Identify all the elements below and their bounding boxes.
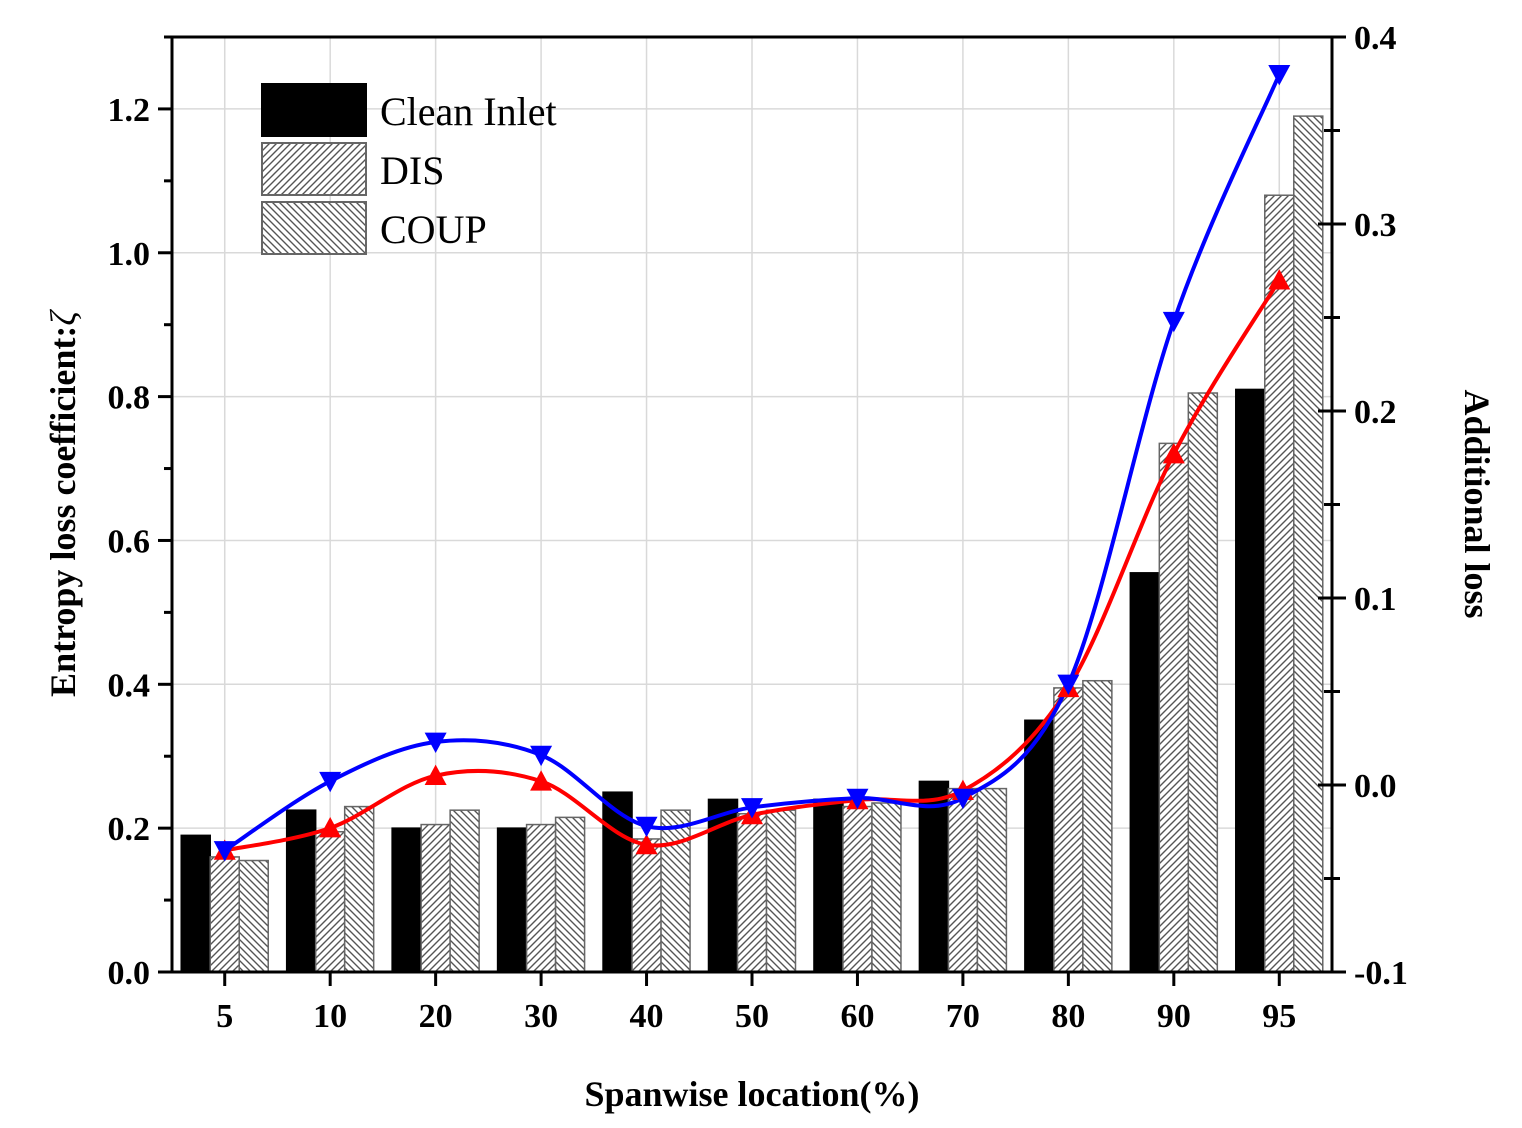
bar-clean-inlet-20 (391, 827, 422, 973)
legend-swatch-coup (261, 201, 367, 255)
marker-coup-additional-loss-50 (741, 798, 763, 819)
y-tick-label-left: 1.0 (108, 236, 151, 273)
bar-dis-90 (1158, 442, 1190, 973)
bar-coup-40 (660, 809, 691, 973)
bar-coup-5 (238, 859, 269, 973)
legend-label-dis: DIS (380, 148, 444, 193)
bar-clean-inlet-30 (496, 827, 528, 973)
marker-dis-additional-loss-10 (319, 817, 342, 838)
marker-coup-additional-loss-60 (846, 788, 869, 810)
markers (213, 65, 1291, 862)
bar-dis-70 (947, 787, 979, 973)
bar-coup-50 (765, 809, 797, 973)
x-axis-labels: 5 10 20 30 40 50 60 70 80 90 95 (216, 998, 1296, 1035)
legend: Clean Inlet DIS COUP (261, 83, 557, 255)
right-axis-labels: -0.1 0.0 0.1 0.2 0.3 0.4 (1354, 20, 1408, 992)
legend-swatch-dis (261, 142, 367, 196)
y-tick-label-right: 0.3 (1354, 207, 1397, 244)
legend-label-coup: COUP (380, 207, 487, 252)
bar-dis-10 (314, 831, 346, 973)
x-tick-label: 10 (313, 998, 347, 1035)
bar-dis-40 (631, 838, 662, 973)
legend-label-clean-inlet: Clean Inlet (380, 89, 557, 134)
x-tick-label: 20 (419, 998, 453, 1035)
lines (223, 73, 1282, 853)
marker-coup-additional-loss-40 (635, 816, 658, 838)
bar-coup-60 (871, 802, 902, 973)
marker-coup-additional-loss-10 (319, 771, 342, 793)
bar-coup-70 (976, 787, 1008, 973)
y-tick-label-left: 0.4 (108, 667, 151, 704)
bar-clean-inlet-90 (1129, 572, 1161, 973)
marker-coup-additional-loss-20 (424, 732, 447, 753)
ticks (158, 35, 1346, 986)
bar-dis-5 (209, 856, 240, 973)
y-tick-label-left: 0.2 (108, 811, 151, 848)
x-tick-label: 95 (1262, 998, 1296, 1035)
x-tick-label: 80 (1051, 998, 1085, 1035)
left-axis-labels: 0.0 0.2 0.4 0.6 0.8 1.0 1.2 (108, 92, 151, 992)
y-tick-label-left: 0.0 (108, 955, 151, 992)
marker-coup-additional-loss-70 (951, 788, 974, 810)
y-tick-label-right: 0.1 (1354, 581, 1397, 618)
bar-clean-inlet-60 (813, 798, 844, 973)
bar-coup-30 (554, 816, 586, 973)
marker-dis-additional-loss-40 (635, 833, 658, 855)
bar-clean-inlet-80 (1024, 719, 1055, 973)
marker-dis-additional-loss-20 (424, 764, 447, 785)
bar-dis-80 (1053, 687, 1084, 973)
bar-clean-inlet-95 (1235, 388, 1266, 973)
bar-coup-10 (343, 805, 375, 973)
bar-dis-20 (420, 823, 451, 973)
y-tick-label-left: 0.6 (108, 523, 151, 560)
marker-dis-additional-loss-95 (1268, 269, 1291, 290)
bar-dis-30 (525, 823, 557, 973)
x-tick-label: 90 (1157, 998, 1191, 1035)
bar-coup-90 (1187, 392, 1219, 973)
line-coup-additional-loss (223, 73, 1282, 853)
y-axis-title-left: Entropy loss coefficient:ζ (43, 309, 83, 697)
bar-clean-inlet-70 (918, 780, 950, 973)
x-tick-label: 40 (630, 998, 664, 1035)
x-tick-label: 5 (216, 998, 233, 1035)
y-axis-title-text: Entropy loss coefficient: (43, 326, 83, 697)
x-tick-label: 50 (735, 998, 769, 1035)
marker-coup-additional-loss-80 (1057, 674, 1080, 696)
y-tick-label-right: 0.2 (1354, 394, 1397, 431)
x-tick-label: 30 (524, 998, 558, 1035)
y-axis-title-right: Additional loss (1457, 389, 1497, 618)
bar-dis-60 (842, 805, 873, 973)
bar-coup-80 (1082, 679, 1113, 973)
bars (180, 115, 1324, 973)
bar-coup-95 (1293, 115, 1324, 973)
y-axis-title-symbol: ζ (43, 309, 83, 326)
line-dis-additional-loss (224, 279, 1281, 853)
bar-coup-20 (449, 809, 480, 973)
y-tick-label-right: 0.0 (1354, 768, 1397, 805)
marker-coup-additional-loss-30 (530, 745, 553, 767)
y-tick-label-left: 0.8 (108, 380, 151, 417)
bar-clean-inlet-5 (180, 834, 211, 973)
marker-coup-additional-loss-90 (1162, 311, 1185, 333)
x-axis-title: Spanwise location(%) (584, 1074, 919, 1114)
y-tick-label-right: -0.1 (1354, 955, 1408, 992)
marker-dis-additional-loss-90 (1162, 443, 1185, 464)
y-tick-label-right: 0.4 (1354, 20, 1397, 57)
x-tick-label: 70 (946, 998, 980, 1035)
bar-dis-50 (736, 813, 768, 973)
marker-coup-additional-loss-5 (213, 841, 236, 862)
marker-coup-additional-loss-95 (1268, 65, 1291, 86)
y-tick-label-left: 1.2 (108, 92, 151, 129)
marker-dis-additional-loss-30 (530, 770, 553, 791)
x-tick-label: 60 (840, 998, 874, 1035)
legend-swatch-clean-inlet (261, 83, 367, 137)
bar-dis-95 (1264, 194, 1295, 973)
